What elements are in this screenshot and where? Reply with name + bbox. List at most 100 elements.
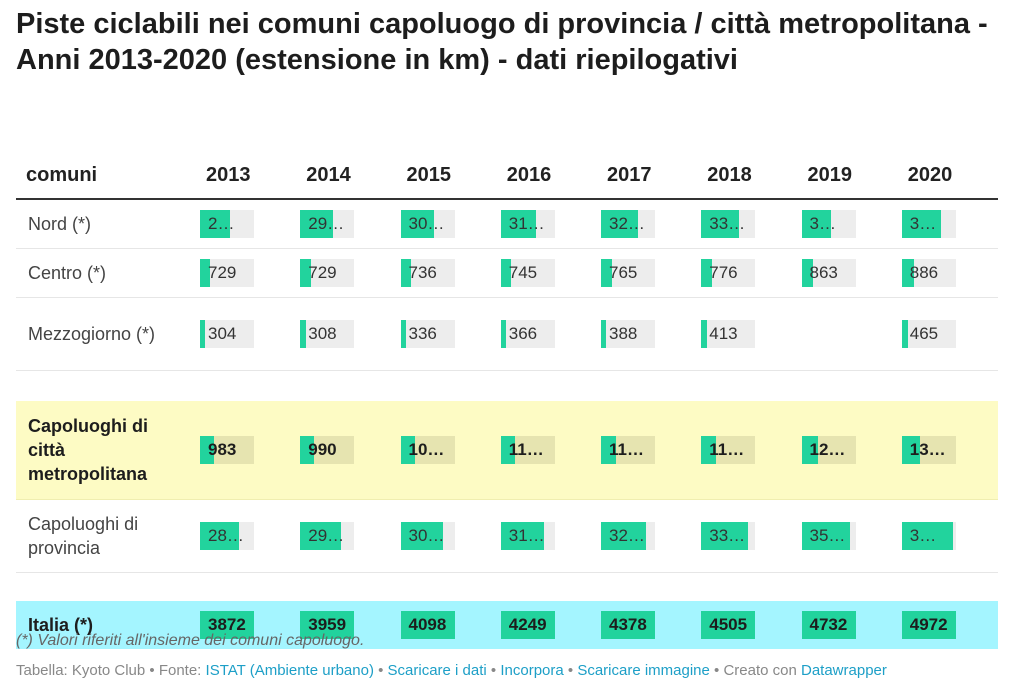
bar-track: 886 [901, 259, 956, 287]
bar-track: 3… [901, 522, 956, 550]
value-label: 11… [709, 440, 745, 459]
value-label: 30… [408, 526, 445, 545]
bar-track: 35… [801, 522, 856, 550]
bar-track: 2… [200, 210, 254, 238]
table-row: Mezzogiorno (*) 304 308 336 366 388 413 465 [16, 297, 998, 371]
value-cell: 30… [396, 199, 497, 249]
value-cell: 33… [697, 199, 798, 249]
bar-fill [601, 522, 647, 550]
value-cell: 32… [597, 199, 698, 249]
value-label: 11… [508, 440, 544, 459]
bar-track: 28… [200, 522, 254, 550]
value-label: 29… [308, 526, 345, 545]
value-label: 35… [809, 526, 846, 545]
chart-title: Piste ciclabili nei comuni capoluogo di … [16, 8, 988, 76]
bar-fill [200, 320, 206, 348]
bar-fill [400, 436, 415, 464]
value-cell: 308 [296, 297, 397, 371]
bar-track: 4249 [500, 611, 555, 639]
value-cell: 336 [396, 297, 497, 371]
bar-fill [200, 259, 211, 287]
value-cell: 31… [496, 499, 597, 573]
bar-track: 745 [500, 259, 555, 287]
bar-fill [400, 522, 443, 550]
value-cell: 13… [897, 401, 998, 500]
bar-track: 983 [200, 436, 254, 464]
value-cell: 745 [496, 248, 597, 298]
value-cell: 863 [797, 248, 898, 298]
row-label: Nord (*) [16, 199, 196, 249]
value-cell: 29… [296, 499, 397, 573]
bar-track: 11… [701, 436, 756, 464]
value-cell: 29… [296, 199, 397, 249]
bar-track: 33… [701, 210, 756, 238]
bar-track: 31… [500, 522, 555, 550]
header-year[interactable]: 2020 [897, 152, 998, 200]
value-label: 886 [909, 263, 939, 282]
embed-link[interactable]: Incorpora [500, 662, 564, 679]
value-label: 29… [308, 214, 345, 233]
bar-track: 4378 [601, 611, 655, 639]
bar-track: 990 [300, 436, 355, 464]
value-label: 4972 [909, 615, 948, 634]
download-data-link[interactable]: Scaricare i dati [387, 662, 487, 679]
value-label: 413 [709, 324, 738, 343]
header-year[interactable]: 2015 [396, 152, 497, 200]
value-label: 304 [208, 324, 237, 343]
bar-track: 304 [200, 320, 254, 348]
bar-fill [901, 210, 941, 238]
bar-track: 29… [300, 522, 355, 550]
header-year[interactable]: 2014 [296, 152, 397, 200]
bar-track: 863 [801, 259, 856, 287]
value-label: 366 [508, 324, 538, 343]
bar-fill [801, 611, 856, 639]
value-label: 13… [909, 440, 946, 459]
header-year[interactable]: 2019 [797, 152, 898, 200]
value-cell: 4505 [697, 601, 798, 649]
value-label: 3… [909, 526, 937, 545]
header-year[interactable]: 2016 [496, 152, 597, 200]
bar-track: 736 [400, 259, 455, 287]
bar-fill [801, 436, 818, 464]
value-label: 12… [809, 440, 846, 459]
value-label: 28… [208, 526, 244, 545]
footnote: (*) Valori riferiti all'insieme dei comu… [16, 632, 365, 649]
value-cell: 4732 [797, 601, 898, 649]
bar-track: 776 [701, 259, 756, 287]
bar-track: 729 [300, 259, 355, 287]
row-label: Italia (*) [16, 601, 196, 649]
bar-track: 4972 [901, 611, 956, 639]
header-year[interactable]: 2017 [597, 152, 698, 200]
value-label: 2… [208, 214, 235, 233]
bar-fill [801, 522, 851, 550]
bar-track: 3872 [200, 611, 254, 639]
bar-fill [601, 436, 617, 464]
table-row: Italia (*) 3872 3959 4098 4249 4378 4505 4732 49… [16, 601, 998, 649]
value-label: 31… [508, 214, 545, 233]
value-cell: 729 [196, 248, 297, 298]
value-cell: 4249 [496, 601, 597, 649]
bar-track: 11… [601, 436, 655, 464]
value-cell: 304 [196, 297, 297, 371]
value-cell: 11… [597, 401, 698, 500]
bar-track: 32… [601, 210, 655, 238]
bar-track: 336 [400, 320, 455, 348]
source-link[interactable]: ISTAT (Ambiente urbano) [205, 662, 374, 679]
bar-track: 4505 [701, 611, 756, 639]
bar-fill [801, 210, 832, 238]
bar-track: 388 [601, 320, 655, 348]
download-image-link[interactable]: Scaricare immagine [577, 662, 710, 679]
value-label: 983 [208, 440, 237, 459]
header-year[interactable]: 2013 [196, 152, 297, 200]
header-comuni[interactable]: comuni [16, 152, 196, 200]
value-label: 4249 [508, 615, 547, 634]
row-label: Capoluoghi di provincia [16, 499, 196, 573]
table-row: Nord (*) 2… 29… 30… 31… 32… 33… 3… 3… [16, 199, 998, 249]
value-cell: 990 [296, 401, 397, 500]
value-cell: 3872 [196, 601, 297, 649]
table-row: Capoluoghi di città metropolitana 983 990 1… [16, 401, 998, 500]
value-label: 336 [408, 324, 437, 343]
datawrapper-link[interactable]: Datawrapper [801, 662, 887, 679]
header-year[interactable]: 2018 [697, 152, 798, 200]
value-cell: 776 [697, 248, 798, 298]
